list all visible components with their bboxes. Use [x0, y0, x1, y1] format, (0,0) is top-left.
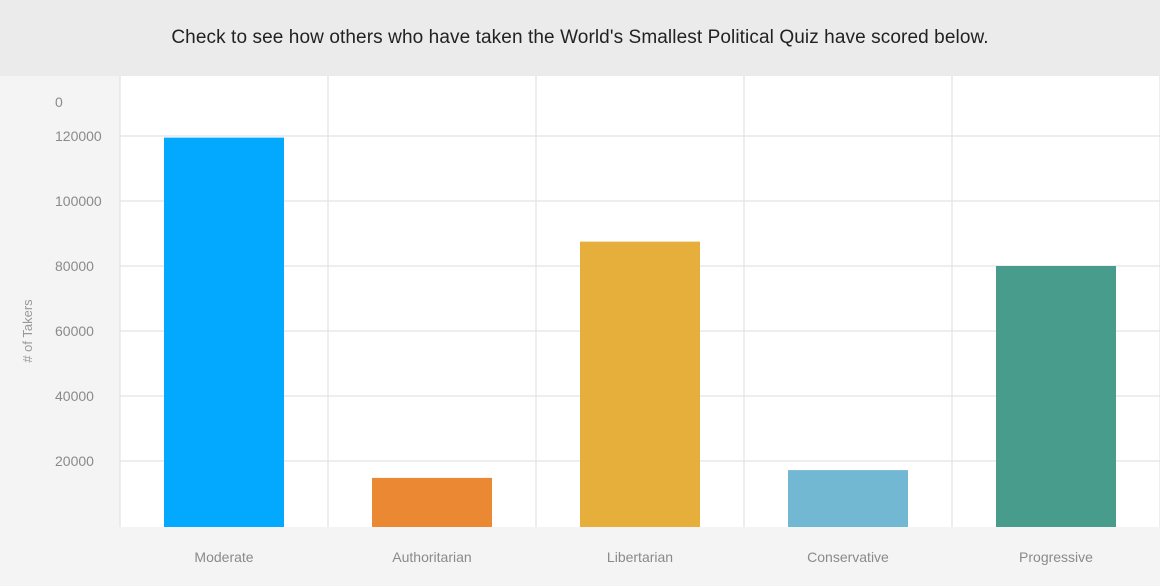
gridlines [119, 76, 1160, 527]
x-tick-label: Conservative [807, 549, 889, 565]
bar-progressive[interactable] [996, 266, 1116, 527]
header-text: Check to see how others who have taken t… [171, 26, 989, 48]
bar-conservative[interactable] [788, 470, 908, 527]
bar-libertarian[interactable] [580, 241, 700, 527]
x-tick-label: Authoritarian [392, 549, 471, 565]
x-axis-ticks: Moderate Authoritarian Libertarian Conserva… [194, 549, 1093, 565]
y-tick-label: 40000 [55, 388, 94, 404]
header-banner: Check to see how others who have taken t… [0, 0, 1160, 76]
y-tick-label: 20000 [55, 453, 94, 469]
x-tick-label: Libertarian [607, 549, 673, 565]
y-tick-label-top: 0 [55, 94, 63, 110]
y-axis-ticks: 20000 40000 60000 80000 100000 120000 0 [55, 94, 102, 469]
y-tick-label: 80000 [55, 258, 94, 274]
x-tick-label: Moderate [194, 549, 253, 565]
bar-moderate[interactable] [164, 137, 284, 527]
bar-authoritarian[interactable] [372, 477, 492, 527]
x-tick-label: Progressive [1019, 549, 1093, 565]
y-tick-label: 60000 [55, 323, 94, 339]
y-tick-label: 120000 [55, 128, 102, 144]
bars [164, 137, 1116, 527]
y-axis-label: # of Takers [20, 299, 35, 363]
y-tick-label: 100000 [55, 193, 102, 209]
